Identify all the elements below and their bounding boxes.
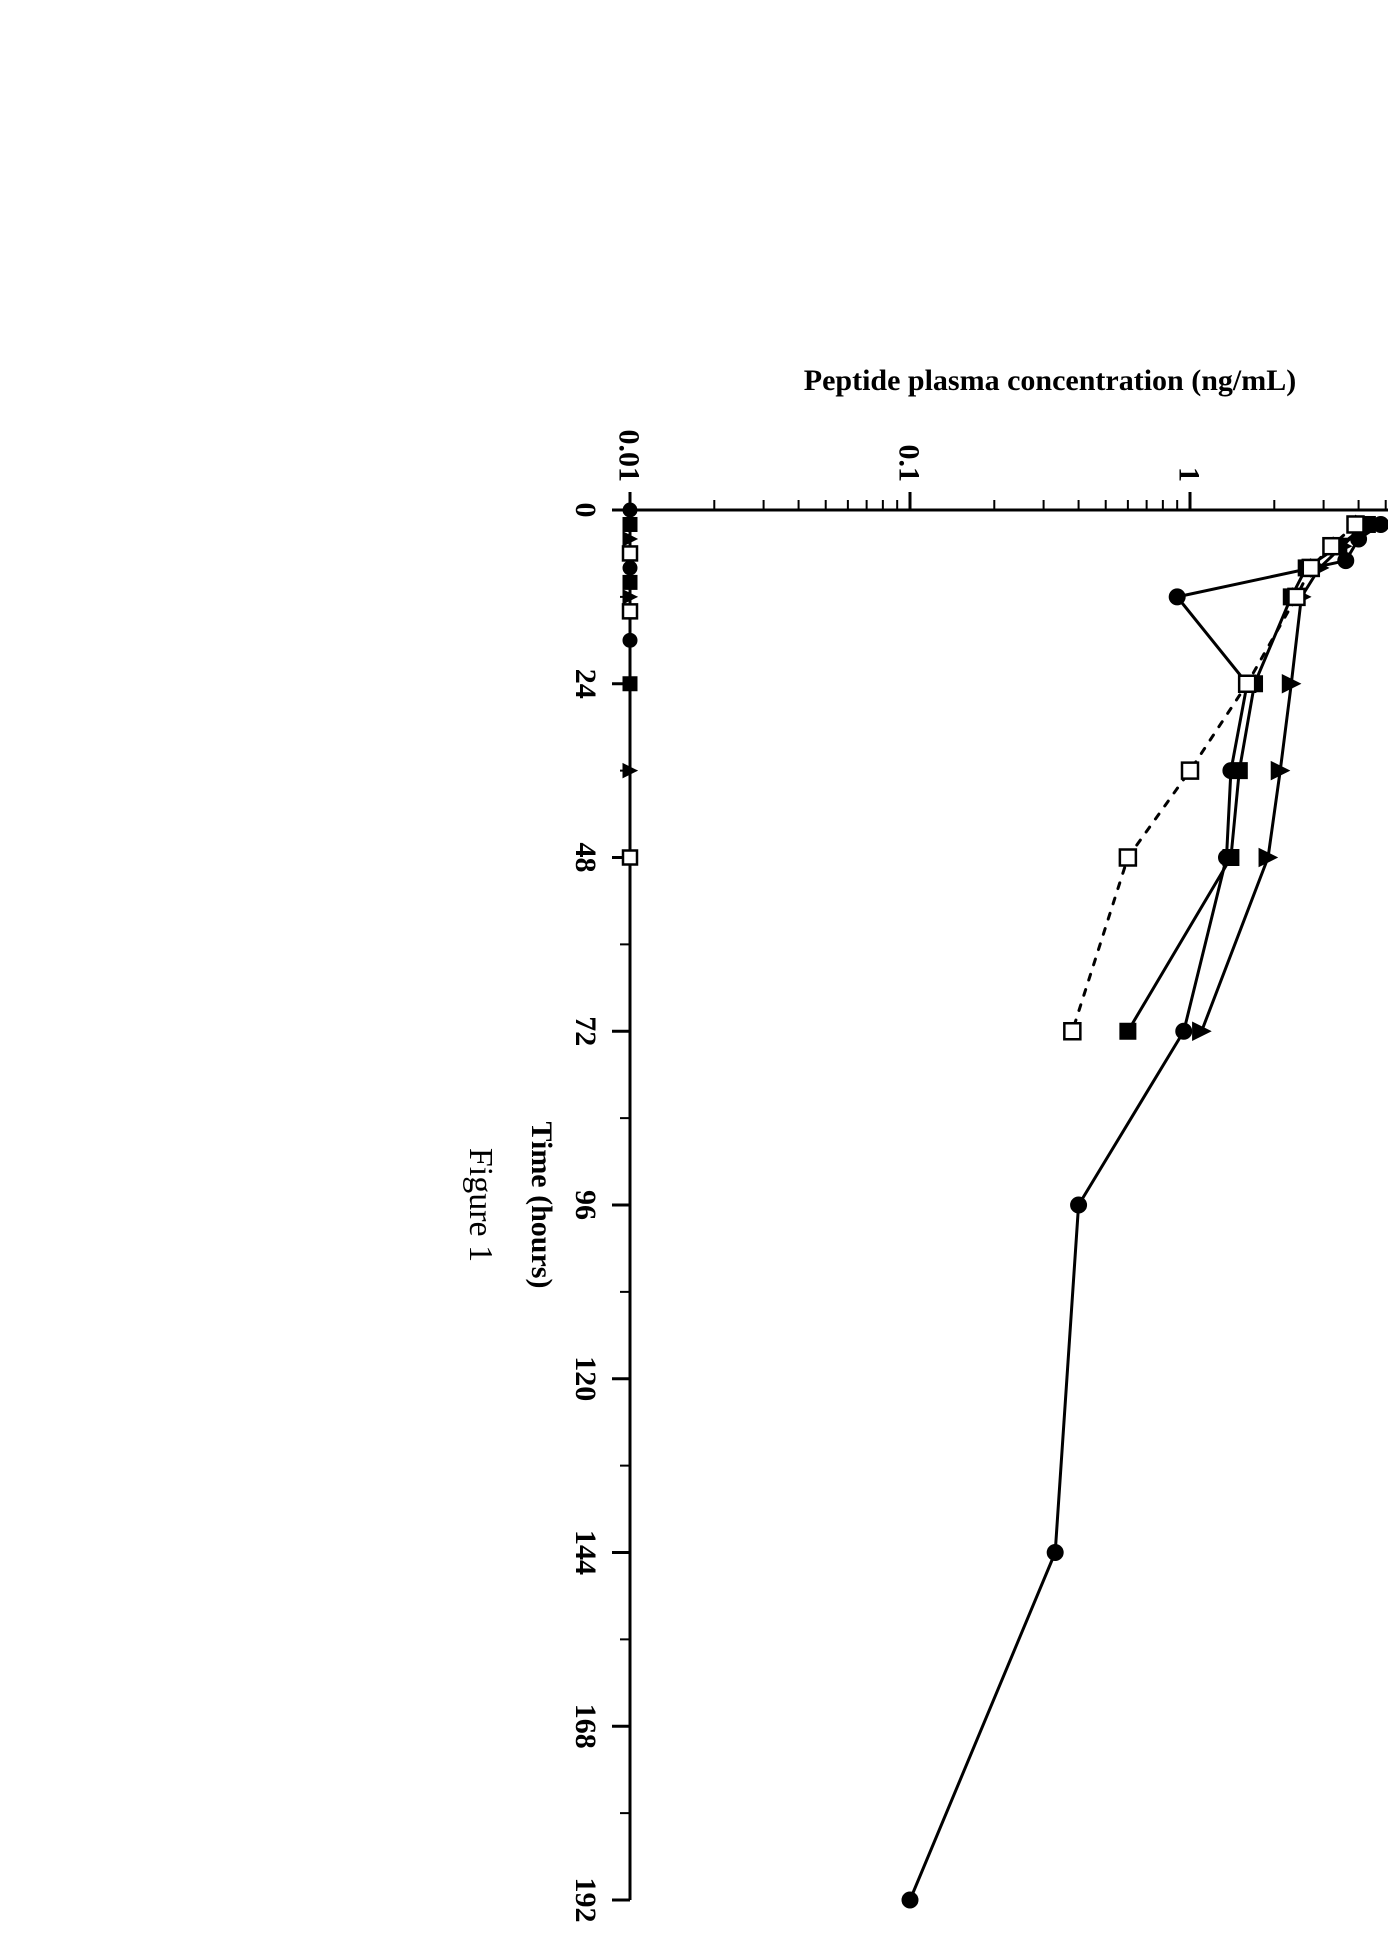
- chart-rotated-container: 0244872961201441681920.010.1110Time (hou…: [0, 340, 1388, 1400]
- svg-text:96: 96: [569, 1190, 602, 1220]
- page: 0244872961201441681920.010.1110Time (hou…: [0, 0, 1388, 1835]
- svg-text:168: 168: [569, 1704, 602, 1749]
- svg-text:Time (hours): Time (hours): [525, 1122, 558, 1289]
- svg-text:0.1: 0.1: [893, 445, 926, 483]
- svg-text:192: 192: [569, 1878, 602, 1923]
- svg-text:0.01: 0.01: [613, 430, 646, 483]
- svg-text:Peptide plasma concentration (: Peptide plasma concentration (ng/mL): [804, 364, 1296, 397]
- concentration-vs-time-chart: 0244872961201441681920.010.1110Time (hou…: [440, 340, 1388, 1940]
- svg-text:Figure 1: Figure 1: [462, 1148, 499, 1262]
- svg-text:24: 24: [569, 669, 602, 699]
- svg-text:1: 1: [1173, 467, 1206, 482]
- svg-text:48: 48: [569, 843, 602, 873]
- svg-text:0: 0: [569, 503, 602, 518]
- svg-text:144: 144: [569, 1530, 602, 1575]
- svg-text:72: 72: [569, 1016, 602, 1046]
- svg-text:120: 120: [569, 1356, 602, 1401]
